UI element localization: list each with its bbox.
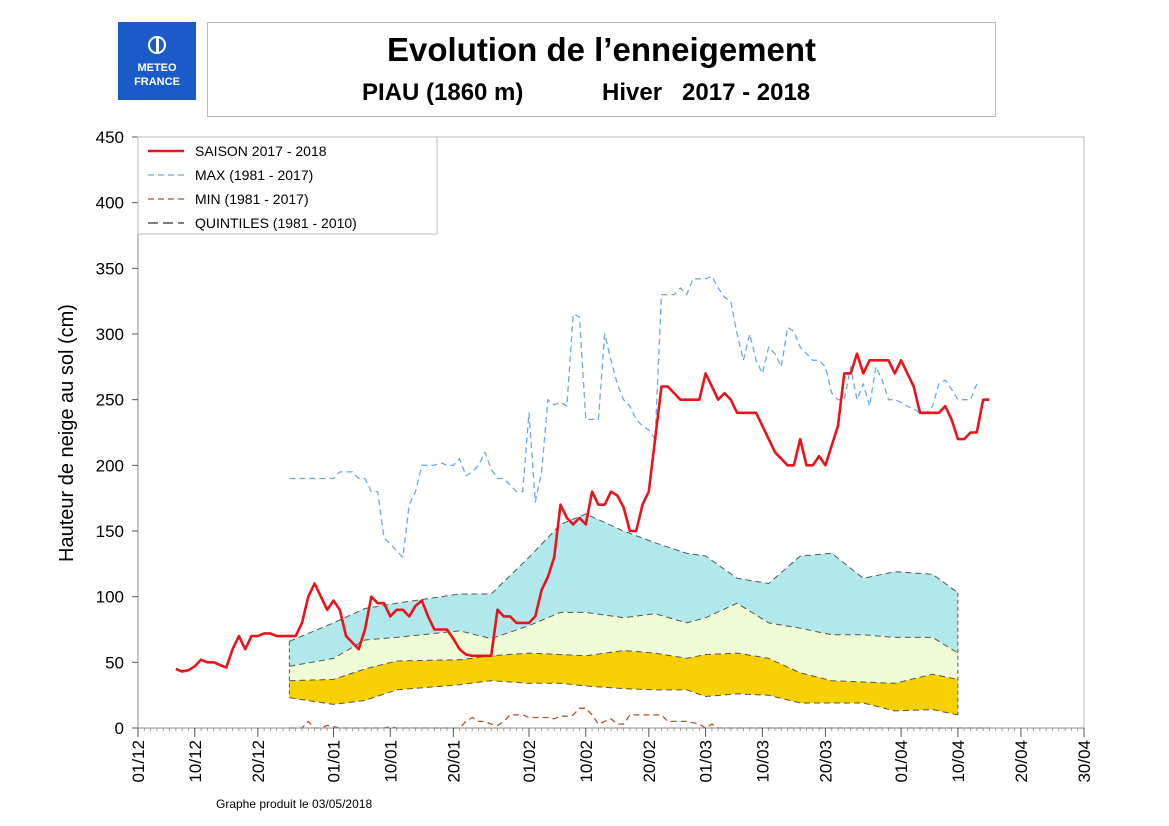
y-tick-label: 200	[96, 456, 124, 475]
quintile-40-line	[289, 649, 959, 684]
legend: SAISON 2017 - 2018 MAX (1981 - 2017) MIN (…	[137, 136, 438, 235]
y-tick-label: 250	[96, 391, 124, 410]
band-quintile-20-40	[289, 650, 958, 715]
x-tick-label: 10/02	[577, 740, 596, 783]
season-label: Hiver 2017 - 2018	[602, 79, 811, 106]
x-tick-label: 20/02	[640, 740, 659, 783]
x-tick-label: 20/12	[249, 740, 268, 783]
logo-line-1: METEO	[137, 62, 177, 74]
legend-label-max: MAX (1981 - 2017)	[195, 167, 313, 183]
x-tick-label: 10/12	[186, 740, 205, 783]
quintile-80-line	[289, 513, 959, 642]
y-tick-label: 50	[105, 653, 124, 672]
x-tick-label: 10/03	[753, 740, 772, 783]
y-tick-label: 100	[96, 588, 124, 607]
footnote: Graphe produit le 03/05/2018	[216, 797, 373, 811]
y-tick-label: 0	[115, 719, 124, 738]
x-tick-label: 01/12	[129, 740, 148, 783]
x-tick-label: 01/04	[892, 740, 911, 783]
x-tick-label: 10/01	[381, 740, 400, 783]
max-series-line	[289, 275, 978, 558]
x-tick-label: 01/02	[520, 740, 539, 783]
legend-label-quintiles: QUINTILES (1981 - 2010)	[195, 215, 357, 231]
season-series-line	[175, 352, 990, 673]
quintile-20-line	[289, 680, 959, 716]
quintile-lines	[288, 513, 959, 716]
title-box: Evolution de l’enneigement PIAU (1860 m)…	[207, 22, 996, 117]
meteo-france-emblem-icon	[148, 36, 166, 54]
legend-label-min: MIN (1981 - 2017)	[195, 191, 309, 207]
quintile-bands	[289, 513, 958, 715]
legend-label-season: SAISON 2017 - 2018	[195, 143, 327, 159]
y-tick-label: 300	[96, 325, 124, 344]
axes: 0 50 100 150 200 250 300 350 400 450 01/12 10/12 20/…	[96, 128, 1094, 783]
x-tick-label: 01/03	[697, 740, 716, 783]
y-axis-label: Hauteur de neige au sol (cm)	[56, 304, 78, 562]
min-series-line	[289, 707, 990, 729]
x-tick-label: 20/03	[816, 740, 835, 783]
legend-box	[137, 136, 438, 235]
x-tick-label: 01/01	[325, 740, 344, 783]
station-label: PIAU (1860 m)	[362, 79, 524, 106]
x-tick-label: 20/04	[1012, 740, 1031, 783]
quintile-60-line	[289, 602, 959, 667]
meteo-france-logo: METEO FRANCE	[118, 22, 196, 100]
y-tick-label: 400	[96, 194, 124, 213]
x-tick-label: 30/04	[1075, 740, 1094, 783]
x-tick-label: 10/04	[949, 740, 968, 783]
y-tick-label: 150	[96, 522, 124, 541]
logo-line-2: FRANCE	[134, 76, 180, 88]
y-tick-label: 350	[96, 259, 124, 278]
chart-title: Evolution de l’enneigement	[386, 31, 817, 68]
band-quintile-60-80	[289, 513, 958, 667]
x-tick-label: 20/01	[444, 740, 463, 783]
y-tick-label: 450	[96, 128, 124, 147]
band-quintile-40-60	[289, 603, 958, 684]
